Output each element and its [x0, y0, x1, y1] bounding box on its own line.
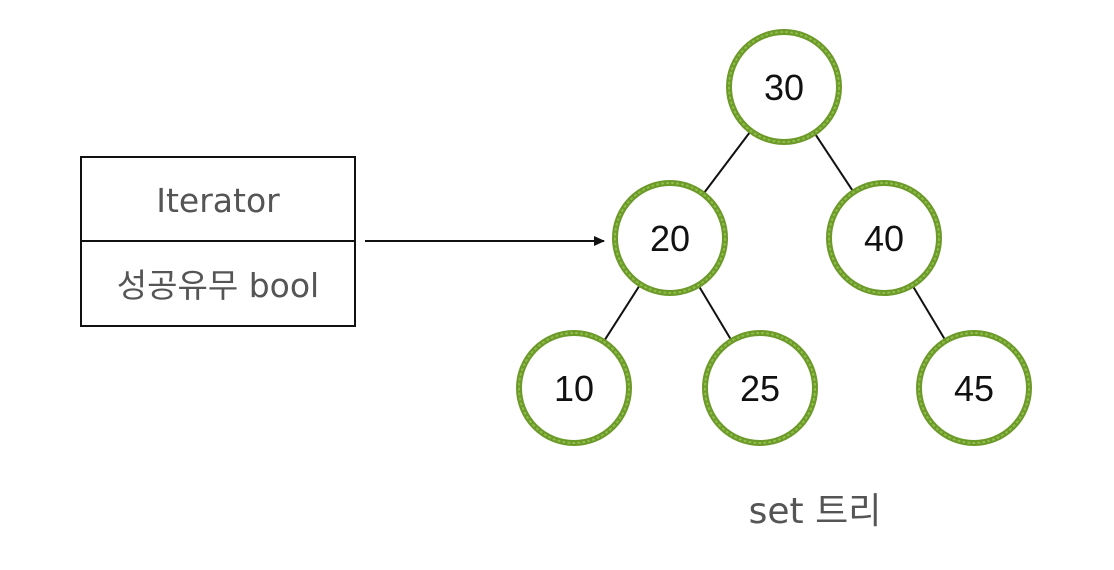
- success-bool-label: 성공유무 bool: [117, 266, 319, 305]
- tree-node-label: 10: [554, 368, 594, 409]
- tree-node-label: 25: [740, 368, 780, 409]
- tree-node-ring-texture: [728, 31, 840, 143]
- tree-edge-20-25: [697, 284, 733, 342]
- tree-node-45: 45: [916, 330, 1032, 446]
- tree-node-10: 10: [516, 330, 632, 446]
- tree-node-30: 30: [726, 29, 842, 145]
- tree-edge-30-20: [702, 130, 752, 195]
- tree-node-label: 20: [650, 218, 690, 259]
- tree-node-label: 30: [764, 67, 804, 108]
- tree-node-ring-texture: [614, 182, 726, 294]
- tree-edge-20-10: [602, 283, 642, 343]
- tree-edges: [602, 130, 947, 343]
- tree-node-ring-texture: [918, 332, 1030, 444]
- tree-edge-30-40: [813, 132, 855, 193]
- tree-node-20: 20: [612, 180, 728, 296]
- tree-nodes: 30 20 40 10 25 45: [516, 29, 1032, 446]
- pair-box: Iterator 성공유무 bool: [80, 156, 356, 327]
- tree-node-ring-texture: [828, 182, 940, 294]
- tree-node-label: 40: [864, 218, 904, 259]
- tree-node-40: 40: [826, 180, 942, 296]
- iterator-label: Iterator: [156, 181, 280, 220]
- tree-node-ring-texture: [704, 332, 816, 444]
- tree-caption: set 트리: [749, 491, 882, 532]
- tree-node-ring-texture: [518, 332, 630, 444]
- tree-node-label: 45: [954, 368, 994, 409]
- tree-edge-40-45: [911, 284, 947, 342]
- tree-node-25: 25: [702, 330, 818, 446]
